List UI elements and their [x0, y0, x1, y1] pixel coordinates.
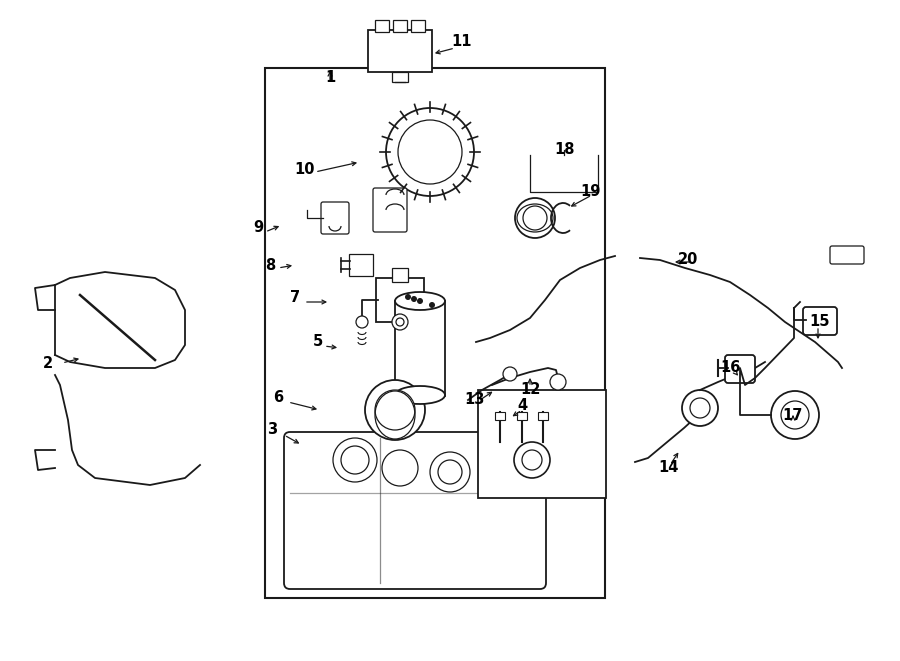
Circle shape [503, 367, 517, 381]
Bar [375, 20, 389, 32]
Bar [538, 412, 548, 420]
Circle shape [515, 198, 555, 238]
FancyBboxPatch shape [284, 432, 546, 589]
Text: 5: 5 [313, 334, 323, 350]
Text: 9: 9 [253, 221, 263, 235]
FancyBboxPatch shape [373, 188, 407, 232]
Circle shape [375, 390, 415, 430]
Bar [368, 30, 432, 72]
Bar [393, 20, 407, 32]
Text: 11: 11 [452, 34, 472, 50]
Text: 8: 8 [265, 258, 275, 272]
Bar [517, 412, 527, 420]
Text: 2: 2 [43, 356, 53, 371]
FancyBboxPatch shape [376, 278, 424, 322]
Text: 16: 16 [721, 360, 742, 375]
Text: 4: 4 [517, 397, 527, 412]
FancyBboxPatch shape [803, 307, 837, 335]
Text: 15: 15 [810, 315, 830, 329]
Circle shape [682, 390, 718, 426]
Text: 18: 18 [554, 143, 575, 157]
Text: 7: 7 [290, 290, 300, 305]
Circle shape [396, 318, 404, 326]
Ellipse shape [517, 204, 553, 232]
Bar [392, 72, 408, 82]
Text: 1: 1 [325, 71, 335, 85]
Circle shape [365, 380, 425, 440]
Bar [392, 268, 408, 282]
Ellipse shape [395, 292, 445, 310]
Circle shape [386, 108, 474, 196]
Circle shape [398, 120, 462, 184]
Circle shape [771, 391, 819, 439]
Circle shape [411, 296, 417, 302]
FancyBboxPatch shape [830, 246, 864, 264]
Bar [495, 412, 505, 420]
Circle shape [356, 316, 368, 328]
Text: 20: 20 [678, 253, 698, 268]
FancyBboxPatch shape [725, 355, 755, 383]
Ellipse shape [395, 386, 445, 404]
Text: 12: 12 [520, 383, 540, 397]
Circle shape [550, 374, 566, 390]
Text: 13: 13 [464, 393, 485, 407]
Bar [478, 390, 606, 498]
FancyBboxPatch shape [321, 202, 349, 234]
Bar [411, 20, 425, 32]
Circle shape [405, 294, 411, 300]
Text: 19: 19 [580, 184, 600, 200]
Circle shape [417, 298, 423, 304]
Circle shape [392, 314, 408, 330]
Text: 6: 6 [273, 391, 284, 405]
Text: 17: 17 [783, 407, 803, 422]
FancyBboxPatch shape [349, 254, 373, 276]
Text: 3: 3 [267, 422, 277, 438]
Bar [395, 301, 445, 396]
Circle shape [429, 302, 435, 308]
Text: 10: 10 [295, 163, 315, 178]
Bar [265, 68, 605, 598]
Text: 14: 14 [658, 461, 679, 475]
